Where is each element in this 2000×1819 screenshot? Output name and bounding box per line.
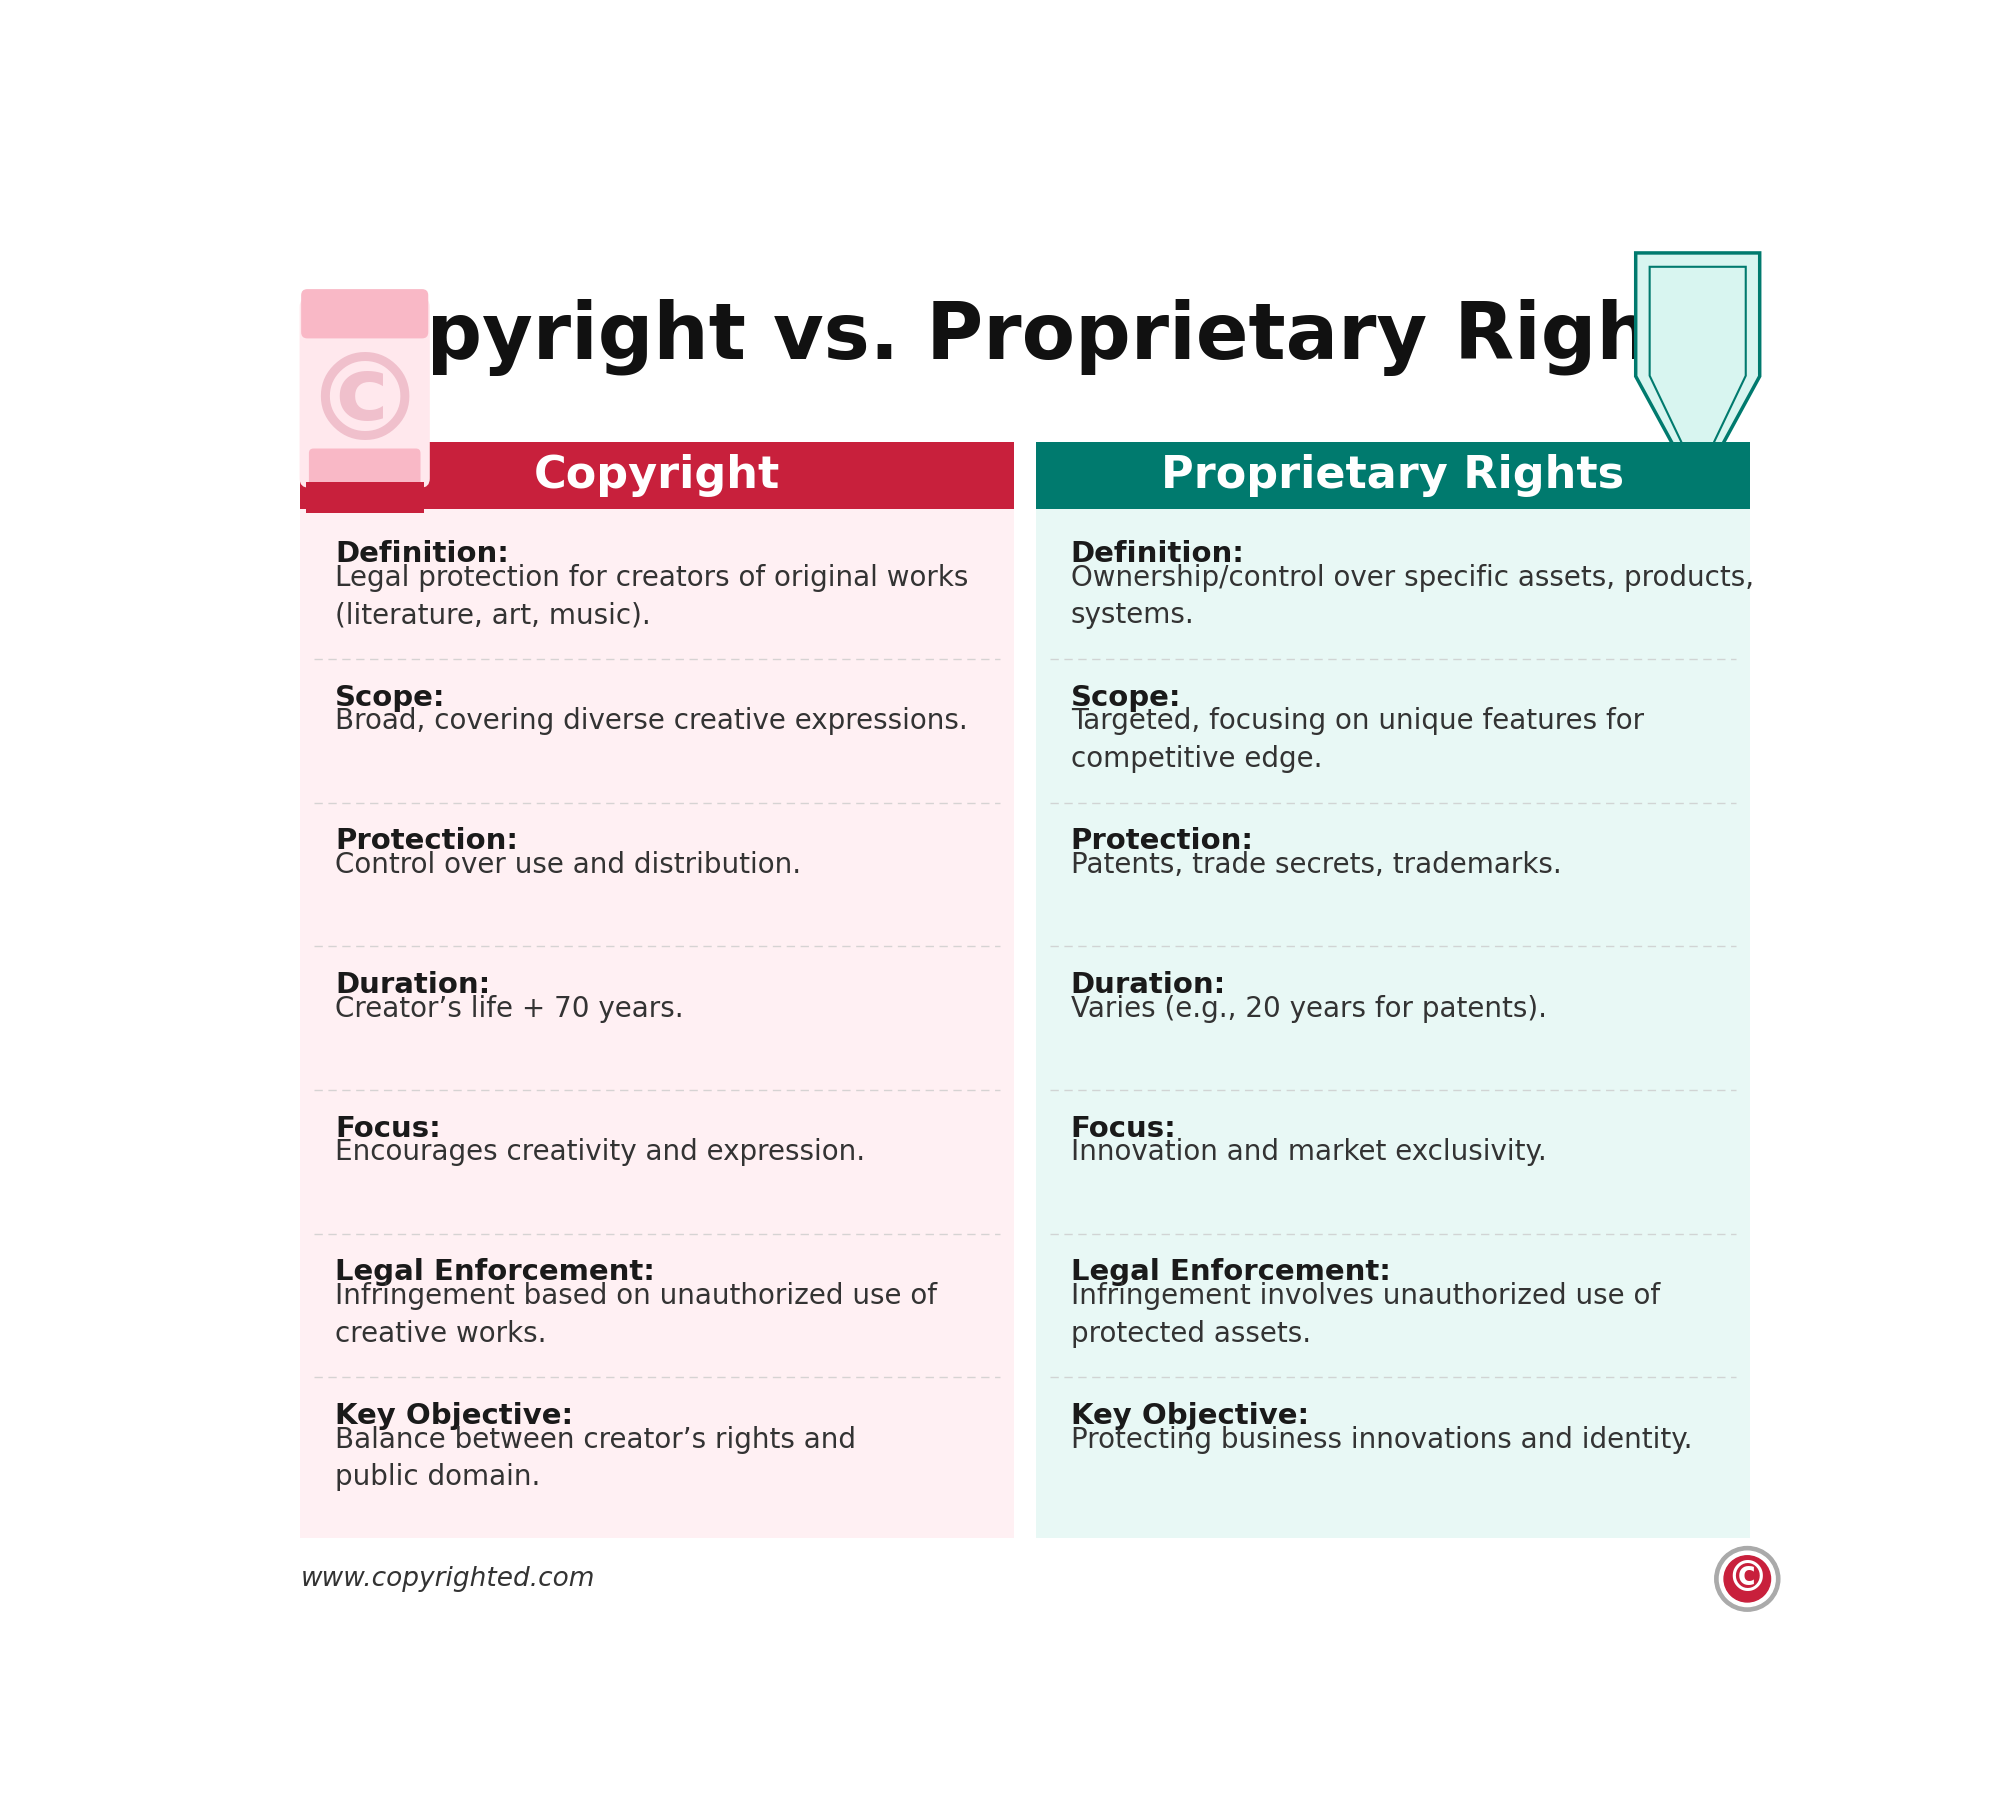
Text: ©: ©: [1726, 1557, 1768, 1601]
Text: Proprietary Rights: Proprietary Rights: [1162, 455, 1624, 497]
Text: Protection:: Protection:: [336, 828, 518, 855]
FancyBboxPatch shape: [302, 289, 428, 338]
Text: Control over use and distribution.: Control over use and distribution.: [336, 851, 802, 879]
Text: Proprietary Rights: Proprietary Rights: [1162, 455, 1624, 497]
Text: Creator’s life + 70 years.: Creator’s life + 70 years.: [336, 995, 684, 1022]
Circle shape: [1724, 1555, 1770, 1603]
FancyBboxPatch shape: [306, 482, 424, 513]
FancyBboxPatch shape: [1036, 442, 1750, 509]
Text: Protection:: Protection:: [1070, 828, 1254, 855]
FancyBboxPatch shape: [1036, 442, 1750, 1539]
Text: Key Objective:: Key Objective:: [1070, 1402, 1308, 1430]
Text: Innovation and market exclusivity.: Innovation and market exclusivity.: [1070, 1139, 1546, 1166]
Text: Key Objective:: Key Objective:: [336, 1402, 574, 1430]
Text: Scope:: Scope:: [336, 684, 446, 711]
Text: Scope:: Scope:: [1070, 684, 1182, 711]
Text: Protecting business innovations and identity.: Protecting business innovations and iden…: [1070, 1426, 1692, 1453]
Text: Duration:: Duration:: [336, 971, 490, 999]
FancyBboxPatch shape: [300, 298, 430, 487]
Text: Broad, covering diverse creative expressions.: Broad, covering diverse creative express…: [336, 708, 968, 735]
Text: www.copyrighted.com: www.copyrighted.com: [300, 1566, 594, 1592]
Polygon shape: [1636, 253, 1760, 489]
Text: Patents, trade secrets, trademarks.: Patents, trade secrets, trademarks.: [1070, 851, 1562, 879]
Text: Targeted, focusing on unique features for
competitive edge.: Targeted, focusing on unique features fo…: [1070, 708, 1644, 773]
Text: Legal Enforcement:: Legal Enforcement:: [1070, 1259, 1390, 1286]
Text: Duration:: Duration:: [1070, 971, 1226, 999]
Text: Legal protection for creators of original works
(literature, art, music).: Legal protection for creators of origina…: [336, 564, 968, 629]
Text: Encourages creativity and expression.: Encourages creativity and expression.: [336, 1139, 866, 1166]
Circle shape: [1714, 1546, 1780, 1612]
Text: Infringement involves unauthorized use of
protected assets.: Infringement involves unauthorized use o…: [1070, 1282, 1660, 1348]
Text: Definition:: Definition:: [336, 540, 510, 568]
Text: Copyright vs. Proprietary Rights: Copyright vs. Proprietary Rights: [316, 298, 1734, 377]
FancyBboxPatch shape: [308, 449, 420, 487]
Text: Copyright: Copyright: [534, 455, 780, 497]
Text: Focus:: Focus:: [1070, 1115, 1176, 1142]
Text: Focus:: Focus:: [336, 1115, 440, 1142]
Text: Ownership/control over specific assets, products,
systems.: Ownership/control over specific assets, …: [1070, 564, 1754, 629]
Text: Infringement based on unauthorized use of
creative works.: Infringement based on unauthorized use o…: [336, 1282, 938, 1348]
Text: ©: ©: [304, 347, 426, 466]
Circle shape: [1720, 1552, 1776, 1606]
Text: Legal Enforcement:: Legal Enforcement:: [336, 1259, 656, 1286]
FancyBboxPatch shape: [300, 442, 1014, 509]
Text: Balance between creator’s rights and
public domain.: Balance between creator’s rights and pub…: [336, 1426, 856, 1492]
FancyBboxPatch shape: [300, 442, 1014, 1539]
Text: Varies (e.g., 20 years for patents).: Varies (e.g., 20 years for patents).: [1070, 995, 1546, 1022]
FancyBboxPatch shape: [1036, 442, 1750, 509]
Text: Definition:: Definition:: [1070, 540, 1244, 568]
